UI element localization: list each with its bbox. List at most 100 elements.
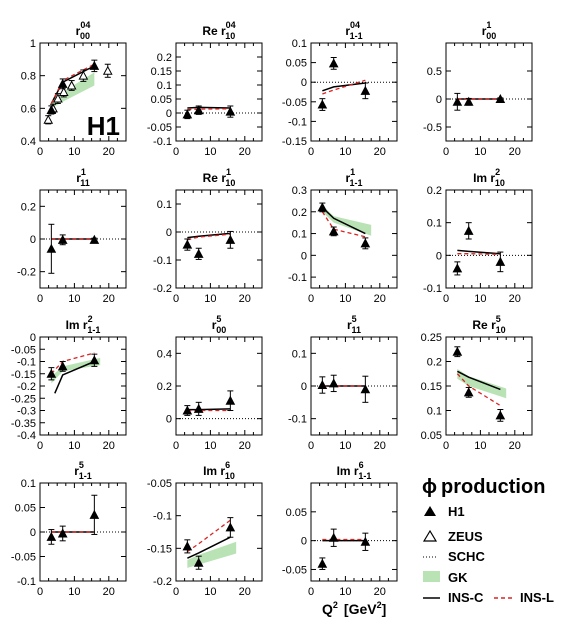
panel-title-prefix: Re (472, 318, 491, 332)
h1-point (182, 109, 193, 119)
y-tick-label: -0.1 (17, 576, 36, 588)
y-tick-label: 0 (301, 250, 307, 262)
y-tick-label: -0.15 (282, 136, 307, 148)
h1-point (317, 558, 328, 568)
h1-point (452, 96, 463, 106)
y-tick-label: 0.05 (15, 503, 36, 515)
panel-title-base: r (490, 171, 495, 185)
panel-title-prefix: Re (203, 171, 222, 185)
y-tick-label: 0.05 (421, 430, 442, 442)
panel-title-subscript: 1-1 (358, 471, 371, 481)
h1-point (89, 234, 100, 244)
x-tick-label: 20 (103, 586, 115, 598)
panel-title: Im r6 1-1 (337, 460, 372, 481)
x-tick-label: 0 (443, 293, 449, 305)
h1-point (328, 378, 339, 388)
y-tick-label: -0.05 (147, 122, 172, 134)
panel-title: r1 1-1 (345, 167, 362, 188)
x-tick-label: 10 (68, 293, 80, 305)
x-tick-label: 10 (474, 146, 486, 158)
panel-title: r5 1-1 (74, 460, 92, 481)
y-tick-label: 1 (30, 38, 36, 50)
x-axis-title-unit-sup: 2 (377, 600, 382, 610)
x-tick-label: 10 (68, 586, 80, 598)
panel-title-superscript: 1 (81, 167, 86, 177)
h1-point (89, 355, 100, 365)
x-tick-label: 20 (509, 146, 521, 158)
y-tick-label: -0.2 (17, 267, 36, 279)
x-axis-title-unit: [GeV (344, 601, 377, 617)
y-tick-label: -0.25 (11, 393, 36, 405)
panel-title-base: r (491, 318, 496, 332)
x-tick-label: 10 (204, 440, 216, 452)
y-tick-label: -0.1 (423, 283, 442, 295)
ins-c-line (187, 536, 231, 559)
panel-title-superscript: 5 (79, 460, 84, 470)
y-tick-label: 0 (436, 94, 442, 106)
h1-point (317, 379, 328, 390)
panel-title-superscript: 04 (226, 20, 236, 30)
y-tick-label: -0.2 (153, 283, 172, 295)
ins-c-line (457, 370, 501, 391)
ins-c-line (187, 106, 231, 109)
panel-title-base: r (482, 24, 487, 38)
panel-title-prefix: Re (202, 24, 221, 38)
legend-label-h1: H1 (448, 504, 465, 519)
x-tick-label: 0 (443, 440, 449, 452)
x-tick-label: 20 (374, 293, 386, 305)
h1-point (46, 243, 57, 253)
x-tick-label: 20 (374, 146, 386, 158)
h1-point (193, 248, 204, 258)
y-tick-label: 0.1 (292, 38, 307, 50)
zeus-point (43, 114, 54, 124)
x-tick-label: 0 (173, 586, 179, 598)
panel-title-superscript: 2 (88, 314, 93, 324)
panel-5: r1 110 10 20-0.200.2 (17, 167, 127, 305)
legend-title-text: production (441, 476, 545, 498)
ins-c-line (187, 232, 231, 239)
panel-title-subscript: 00 (216, 325, 226, 335)
zeus-point (58, 86, 69, 96)
y-tick-label: -0.1 (153, 511, 172, 523)
legend-label-insc: INS-C (448, 590, 484, 605)
panel-title-subscript: 10 (225, 31, 235, 41)
panel-experiment-label: H1 (87, 111, 120, 141)
h1-point (46, 368, 57, 378)
panel-frame (175, 42, 263, 142)
panel-title: Re r5 10 (472, 314, 505, 335)
h1-point (495, 256, 506, 266)
y-tick-label: 0 (30, 527, 36, 539)
x-tick-label: 0 (37, 440, 43, 452)
panel-title-superscript: 6 (359, 460, 364, 470)
panel-title-base: r (345, 24, 350, 38)
panel-title-base: r (220, 464, 225, 478)
y-tick-label: 0.3 (292, 185, 307, 197)
panel-title-superscript: 6 (225, 460, 230, 470)
h1-point (193, 403, 204, 413)
panel-title-prefix: Im (473, 171, 490, 185)
y-tick-label: 0 (301, 77, 307, 89)
x-tick-label: 20 (509, 440, 521, 452)
y-tick-label: -0.05 (282, 564, 307, 576)
y-tick-label: 0.1 (292, 348, 307, 360)
h1-point (225, 395, 236, 405)
x-tick-label: 0 (443, 146, 449, 158)
y-tick-label: 0.2 (21, 201, 36, 213)
zeus-point (53, 93, 63, 103)
panel-title-superscript: 5 (496, 314, 501, 324)
y-tick-label: -0.4 (17, 430, 36, 442)
x-tick-label: 20 (239, 146, 251, 158)
legend-marker-zeus (422, 529, 438, 542)
panel-title-subscript: 1-1 (350, 31, 363, 41)
panel-title-superscript: 1 (226, 167, 231, 177)
ins-l-line (187, 108, 231, 111)
y-tick-label: -0.1 (288, 414, 307, 426)
y-tick-label: -0.15 (11, 369, 36, 381)
h1-point (360, 85, 371, 95)
y-tick-label: -0.05 (11, 344, 36, 356)
panel-title-subscript: 00 (486, 31, 496, 41)
panel-13: r5 1-1 0 10 20 -0.1 -0.05 0 0.05 0.1 (11, 460, 127, 598)
